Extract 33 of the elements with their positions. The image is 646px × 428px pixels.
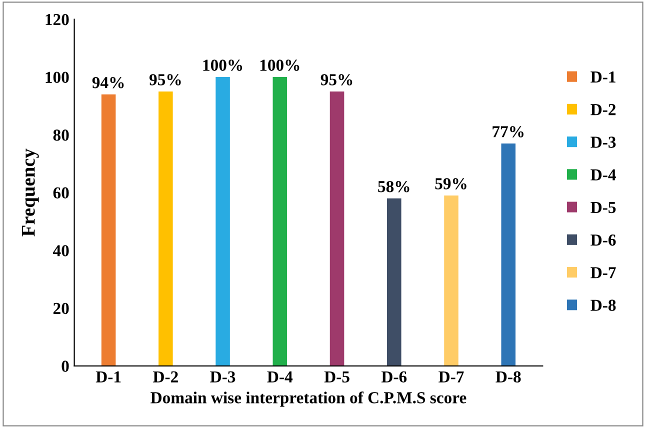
- legend-label: D-7: [590, 267, 616, 278]
- data-label: 77%: [492, 126, 524, 138]
- legend-label: D-3: [590, 136, 616, 148]
- x-tick-label: D-4: [267, 371, 293, 382]
- y-tick-label: 60: [53, 187, 69, 199]
- y-tick-label: 80: [53, 130, 69, 141]
- legend-label: D-8: [590, 300, 616, 311]
- y-tick-label: 100: [46, 72, 69, 83]
- x-tick-label: D-5: [324, 371, 350, 383]
- x-tick-label: D-2: [153, 371, 178, 382]
- data-label: 100%: [203, 60, 242, 71]
- legend-label: D-6: [590, 234, 616, 246]
- x-tick-label: D-6: [381, 371, 407, 383]
- y-axis-title: Frequency: [22, 148, 39, 236]
- x-tick-label: D-7: [438, 371, 464, 382]
- x-tick-label: D-8: [496, 371, 521, 383]
- data-label: 58%: [378, 180, 410, 192]
- data-label: 59%: [435, 178, 466, 190]
- y-tick-label: 120: [46, 14, 69, 26]
- y-tick-label: 0: [62, 360, 69, 372]
- y-tick-label: 20: [53, 302, 69, 314]
- x-tick-label: D-1: [96, 371, 121, 382]
- y-tick-label: 40: [52, 245, 69, 256]
- data-label: 95%: [320, 74, 352, 86]
- legend-label: D-1: [590, 71, 616, 82]
- legend-label: D-4: [590, 169, 616, 180]
- legend-label: D-2: [590, 104, 616, 116]
- x-axis-title: Domain wise interpretation of C.P.M.S score: [150, 391, 466, 407]
- x-tick-label: D-3: [210, 371, 236, 383]
- data-label: 94%: [92, 76, 124, 88]
- data-label: 100%: [260, 60, 300, 71]
- data-label: 95%: [149, 74, 181, 86]
- legend-label: D-5: [590, 202, 616, 214]
